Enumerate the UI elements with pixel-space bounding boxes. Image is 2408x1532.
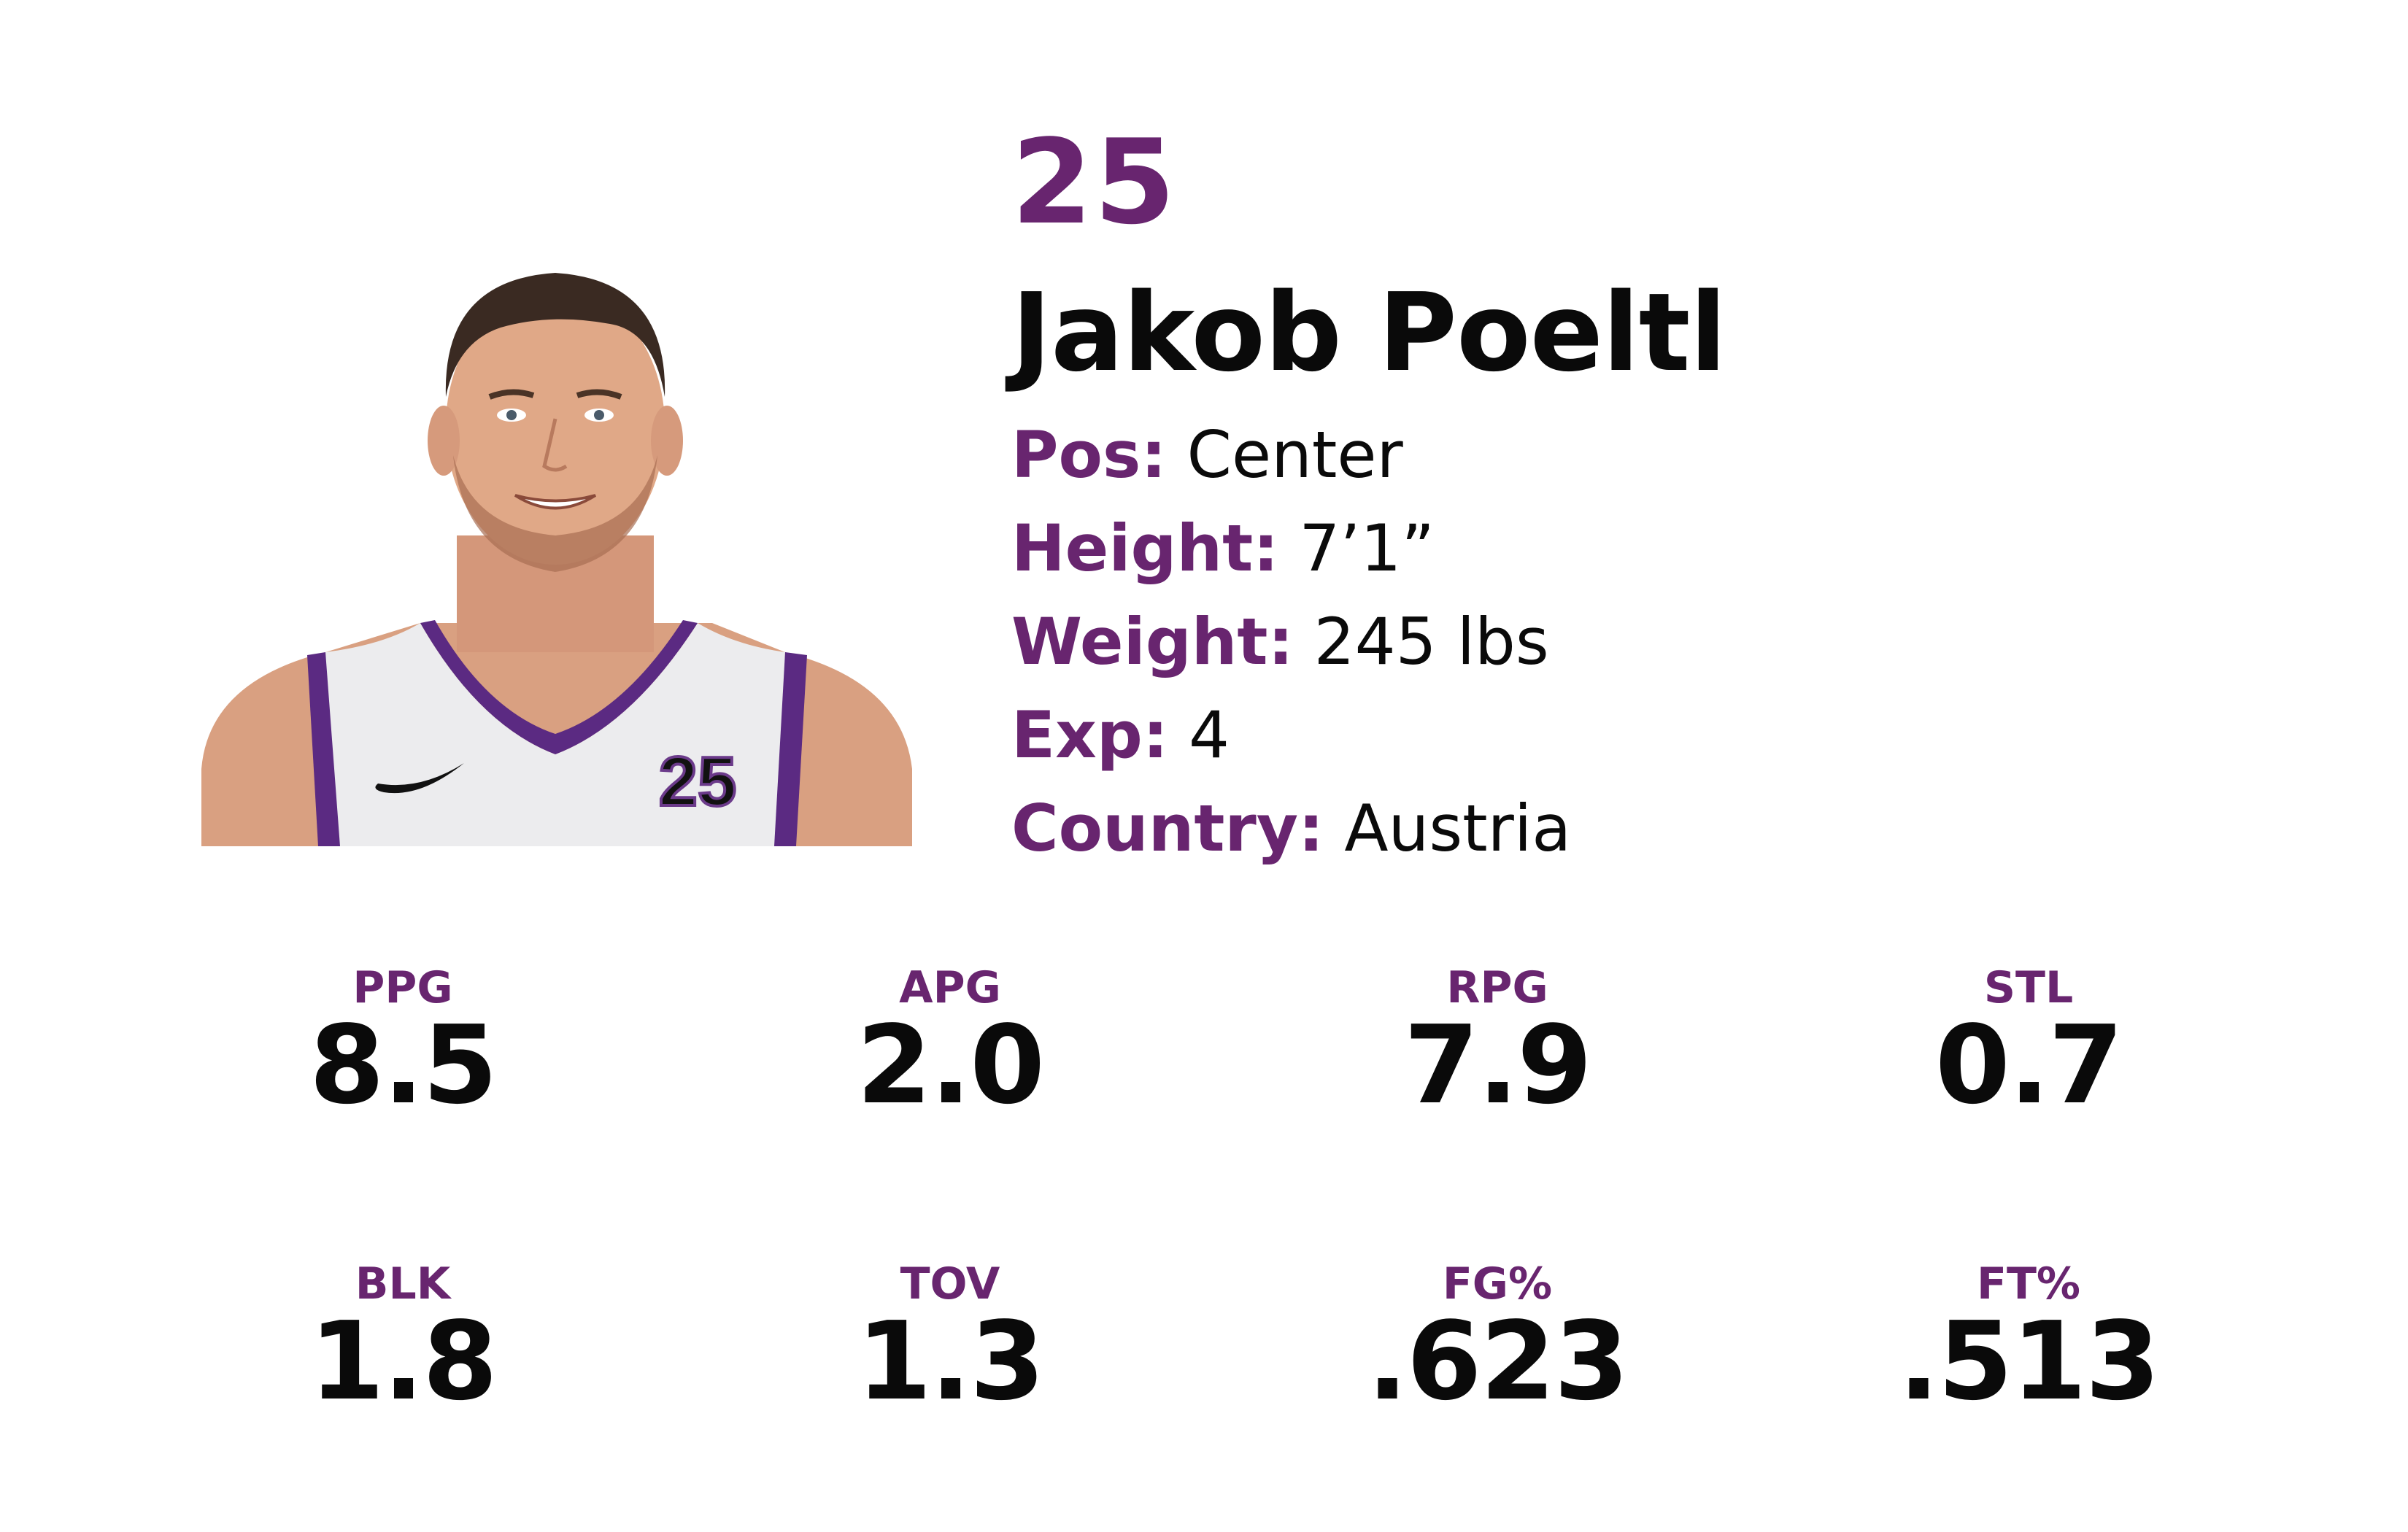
stat-label: APG — [899, 962, 1001, 1013]
player-info: 25 Jakob Poeltl Pos: Center Height: 7’1”… — [1011, 124, 2106, 875]
attribute-value: 245 lbs — [1313, 604, 1549, 679]
stat-ppg: PPG 8.5 — [184, 962, 622, 1128]
attribute-height: Height: 7’1” — [1011, 502, 2106, 595]
attribute-label: Height: — [1011, 511, 1279, 586]
stat-label: TOV — [900, 1258, 1000, 1309]
stat-value: .513 — [1898, 1299, 2160, 1424]
attribute-weight: Weight: 245 lbs — [1011, 595, 2106, 689]
stat-value: 8.5 — [309, 1002, 498, 1128]
stat-value: 2.0 — [856, 1002, 1045, 1128]
stat-label: PPG — [352, 962, 453, 1013]
player-attributes: Pos: Center Height: 7’1” Weight: 245 lbs… — [1011, 409, 2106, 875]
attribute-label: Weight: — [1011, 604, 1294, 679]
stat-value: 7.9 — [1403, 1002, 1592, 1128]
stat-ft-pct: FT% .513 — [1810, 1258, 2247, 1424]
stat-tov: TOV 1.3 — [731, 1258, 1169, 1424]
stat-label: RPG — [1446, 962, 1548, 1013]
stat-label: BLK — [355, 1258, 451, 1309]
jersey-number: 25 — [659, 743, 737, 821]
attribute-country: Country: Austria — [1011, 782, 2106, 875]
attribute-experience: Exp: 4 — [1011, 689, 2106, 782]
attribute-value: 4 — [1189, 697, 1230, 773]
stat-label: FT% — [1976, 1258, 2081, 1309]
stat-fg-pct: FG% .623 — [1278, 1258, 1716, 1424]
stat-label: FG% — [1442, 1258, 1553, 1309]
attribute-value: 7’1” — [1299, 511, 1435, 586]
attribute-value: Austria — [1344, 791, 1572, 866]
stat-stl: STL 0.7 — [1810, 962, 2247, 1128]
attribute-label: Country: — [1011, 791, 1324, 866]
stat-apg: APG 2.0 — [731, 962, 1169, 1128]
stat-value: .623 — [1367, 1299, 1629, 1424]
stat-label: STL — [1983, 962, 2074, 1013]
stat-value: 0.7 — [1934, 1002, 2123, 1128]
attribute-value: Center — [1186, 417, 1403, 492]
attribute-label: Exp: — [1011, 697, 1169, 773]
attribute-position: Pos: Center — [1011, 409, 2106, 502]
stat-value: 1.8 — [309, 1299, 498, 1424]
player-name: Jakob Poeltl — [1011, 270, 1726, 395]
attribute-label: Pos: — [1011, 417, 1167, 492]
stat-blk: BLK 1.8 — [184, 1258, 622, 1424]
stat-value: 1.3 — [856, 1299, 1045, 1424]
stat-rpg: RPG 7.9 — [1278, 962, 1716, 1128]
player-photo: 25 — [201, 214, 912, 846]
player-number: 25 — [1011, 114, 1177, 250]
